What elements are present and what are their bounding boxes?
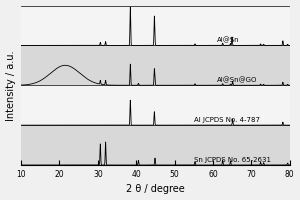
Text: Al@Sn: Al@Sn bbox=[217, 37, 239, 44]
Text: Sn JCPDS No. 65-2631: Sn JCPDS No. 65-2631 bbox=[194, 157, 271, 163]
Bar bbox=[21, 45, 290, 85]
Bar bbox=[21, 125, 290, 165]
X-axis label: 2 θ / degree: 2 θ / degree bbox=[126, 184, 185, 194]
Bar bbox=[21, 6, 290, 45]
Text: Al@Sn@GO: Al@Sn@GO bbox=[217, 77, 257, 83]
Text: Al JCPDS No. 4-787: Al JCPDS No. 4-787 bbox=[194, 117, 260, 123]
Bar bbox=[21, 85, 290, 125]
Y-axis label: Intensity / a.u.: Intensity / a.u. bbox=[6, 50, 16, 121]
